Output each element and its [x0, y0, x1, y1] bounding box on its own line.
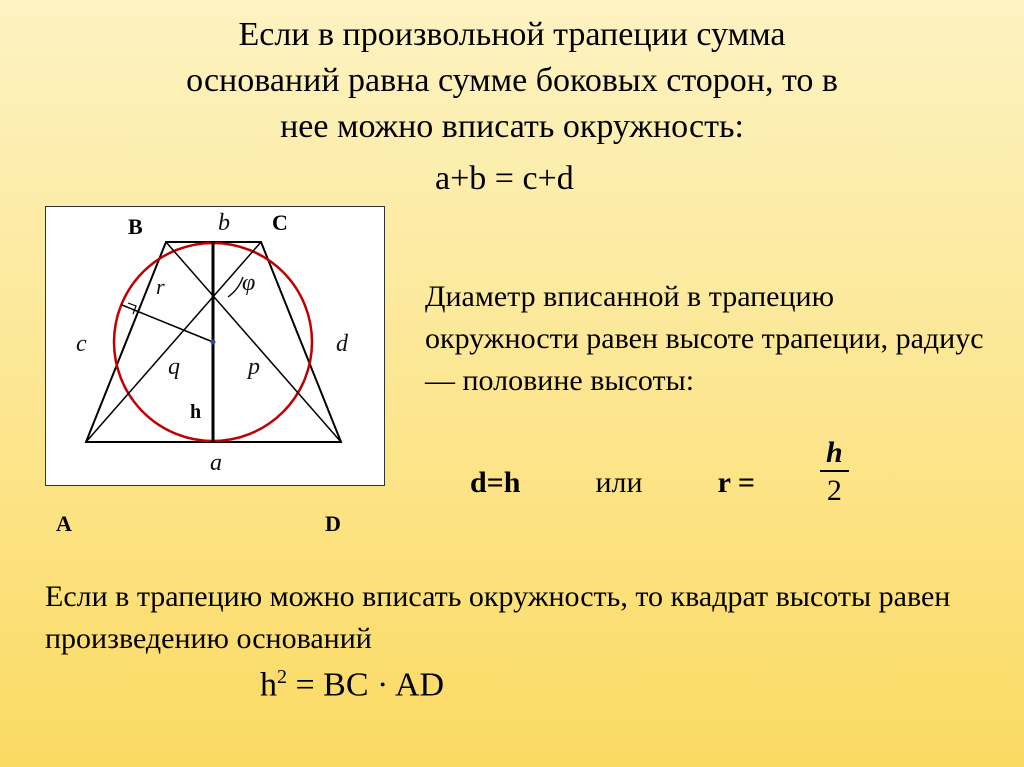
- vertex-C: C: [272, 210, 288, 236]
- slide-title: Если в произвольной трапеции сумма основ…: [0, 0, 1024, 160]
- fraction-h-over-2: h 2: [820, 436, 849, 508]
- side-b: b: [218, 210, 230, 237]
- label-r: r: [156, 274, 165, 300]
- vertex-A: A: [56, 511, 72, 537]
- label-q: q: [168, 354, 180, 381]
- bottom-formula: h2 = BC · AD: [260, 666, 444, 704]
- label-p: p: [248, 354, 260, 381]
- vertex-D: D: [325, 511, 341, 537]
- fraction-numerator: h: [820, 436, 849, 472]
- bottom-paragraph: Если в трапецию можно вписать окружность…: [45, 576, 965, 660]
- content-area: B C A D b c d a r φ q p h Диаметр вписан…: [0, 206, 1024, 726]
- formula-dh: d=h: [470, 466, 520, 499]
- formula-line: d=h или r =: [470, 466, 970, 500]
- label-phi: φ: [242, 270, 255, 297]
- title-line-3: нее можно вписать окружность:: [280, 108, 744, 145]
- formula-r-eq: r =: [718, 466, 755, 499]
- main-equation: a+b = c+d: [0, 160, 1024, 198]
- vertex-B: B: [128, 214, 143, 240]
- bf-lhs: h: [260, 666, 277, 703]
- side-paragraph: Диаметр вписанной в трапецию окружности …: [425, 276, 985, 402]
- diagram-svg: [46, 207, 386, 487]
- side-a: a: [210, 450, 222, 477]
- title-line-1: Если в произвольной трапеции сумма: [238, 16, 785, 53]
- label-h: h: [190, 401, 201, 424]
- side-c: c: [76, 331, 87, 358]
- formula-or: или: [595, 466, 642, 499]
- bf-sup: 2: [277, 666, 287, 688]
- title-line-2: оснований равна сумме боковых сторон, то…: [186, 62, 838, 99]
- fraction-denominator: 2: [820, 472, 849, 508]
- bf-rhs: = BC · AD: [287, 666, 444, 703]
- side-d: d: [336, 331, 348, 358]
- trapezoid-diagram: [45, 206, 385, 486]
